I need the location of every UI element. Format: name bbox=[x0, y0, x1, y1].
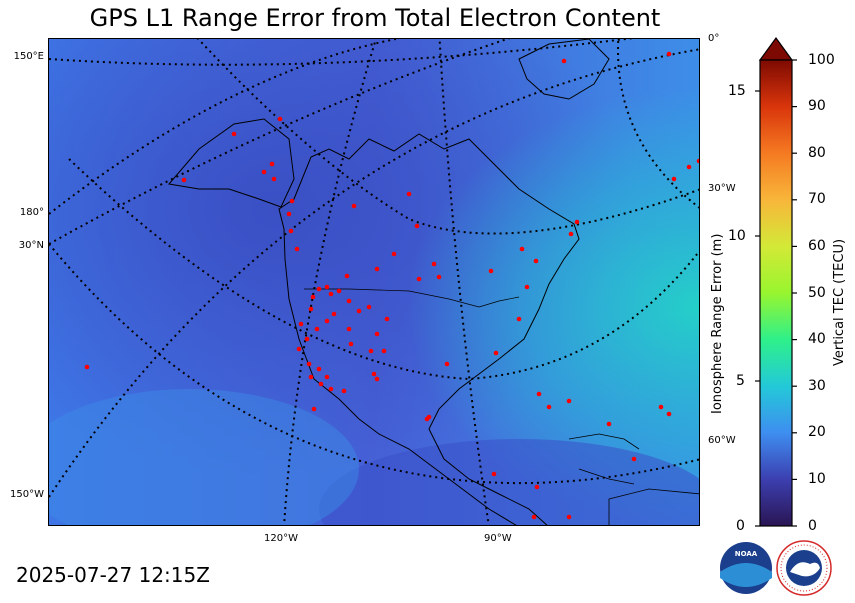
label-0: 0° bbox=[708, 33, 720, 44]
caribbean-coastline bbox=[568, 433, 699, 525]
north-america-coastline bbox=[278, 133, 580, 525]
tec-map-svg bbox=[49, 39, 699, 525]
colorbar-ticks bbox=[755, 59, 797, 527]
tec-map bbox=[48, 38, 700, 526]
tec-tick-0: 0 bbox=[808, 518, 817, 534]
label-150w: 150°W bbox=[10, 489, 44, 500]
tec-tick-80: 80 bbox=[808, 145, 826, 161]
nws-logo bbox=[776, 540, 832, 596]
range-tick-10: 10 bbox=[728, 228, 746, 244]
label-30n: 30°N bbox=[18, 240, 44, 251]
tec-tick-20: 20 bbox=[808, 424, 826, 440]
range-axis-title: Ionosphere Range Error (m) bbox=[710, 233, 725, 414]
agency-logos: NOAA bbox=[720, 540, 832, 596]
map-title: GPS L1 Range Error from Total Electron C… bbox=[89, 4, 661, 32]
colorbar-gradient bbox=[759, 59, 793, 527]
label-30w: 30°W bbox=[708, 183, 736, 194]
tec-tick-40: 40 bbox=[808, 331, 826, 347]
tec-tick-60: 60 bbox=[808, 238, 826, 254]
label-90w: 90°W bbox=[484, 533, 512, 544]
tec-tick-70: 70 bbox=[808, 191, 826, 207]
tec-tick-50: 50 bbox=[808, 285, 826, 301]
graticule bbox=[49, 39, 699, 525]
alaska-coastline bbox=[168, 118, 295, 208]
range-tick-0: 0 bbox=[736, 518, 745, 534]
label-120w: 120°W bbox=[264, 533, 298, 544]
colorbar bbox=[755, 36, 797, 527]
noaa-logo-text: NOAA bbox=[735, 550, 758, 558]
tec-axis-title: Vertical TEC (TECU) bbox=[832, 238, 847, 366]
timestamp: 2025-07-27 12:15Z bbox=[16, 563, 210, 587]
gnss-stations bbox=[84, 51, 699, 520]
range-tick-15: 15 bbox=[728, 83, 746, 99]
label-180: 180° bbox=[19, 207, 44, 218]
tec-tick-90: 90 bbox=[808, 98, 826, 114]
tec-tick-100: 100 bbox=[808, 52, 835, 68]
range-tick-5: 5 bbox=[736, 373, 745, 389]
noaa-logo: NOAA bbox=[720, 542, 772, 594]
tec-tick-30: 30 bbox=[808, 378, 826, 394]
tec-tick-10: 10 bbox=[808, 471, 826, 487]
greenland-coastline bbox=[518, 39, 610, 100]
us-canada-border bbox=[304, 288, 520, 308]
colorbar-extend-arrow bbox=[758, 36, 794, 61]
label-60w: 60°W bbox=[708, 435, 736, 446]
label-150e: 150°E bbox=[13, 51, 44, 62]
